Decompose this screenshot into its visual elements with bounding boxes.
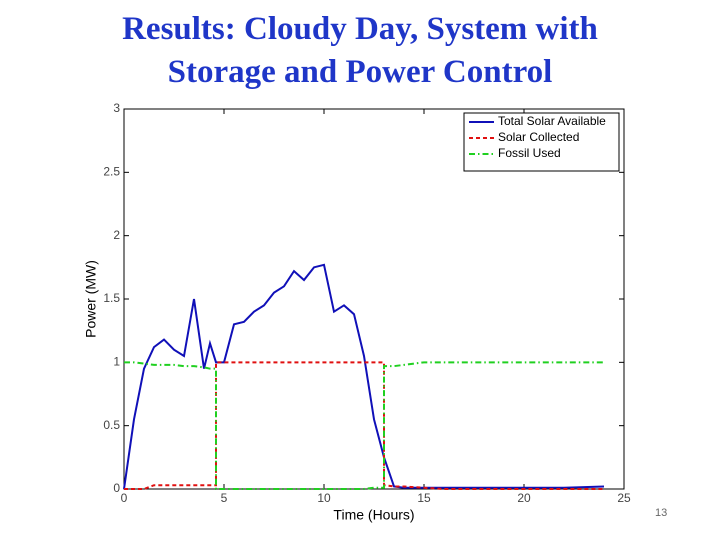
x-tick-label: 5 [221,491,228,505]
y-tick-label: 3 [113,101,120,115]
plot-frame [123,108,625,490]
x-tick-label: 25 [617,491,631,505]
legend-label: Total Solar Available [498,114,606,128]
y-tick-label: 0 [113,481,120,495]
y-tick-label: 2.5 [103,165,120,179]
x-tick-label: 0 [121,491,128,505]
slide-title: Results: Cloudy Day, System with Storage… [122,11,598,90]
y-tick-label: 2 [113,228,120,242]
x-tick-label: 20 [517,491,531,505]
y-tick-label: 1 [113,355,120,369]
y-tick-label: 1.5 [103,291,120,305]
y-tick-label: 0.5 [103,418,120,432]
legend-label: Solar Collected [498,130,579,144]
legend-label: Fossil Used [498,146,561,160]
series-line [124,361,604,490]
x-tick-label: 10 [317,491,331,505]
y-axis-label: Power (MW) [83,260,99,338]
x-axis-label: Time (Hours) [333,507,414,523]
x-tick-label: 15 [417,491,431,505]
series-line [123,263,605,490]
series-line [124,361,604,490]
slide-number: 13 [655,507,668,519]
